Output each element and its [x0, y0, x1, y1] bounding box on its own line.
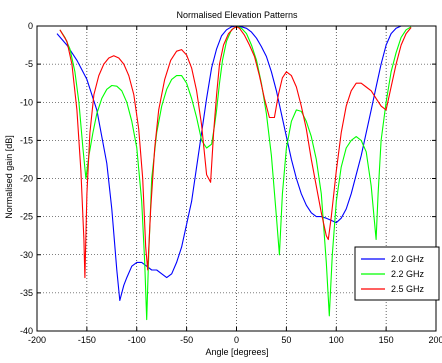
- x-tick-label: 100: [329, 335, 344, 345]
- y-tick-label: -35: [20, 288, 33, 298]
- x-tick-label: -50: [180, 335, 193, 345]
- y-tick-label: -5: [25, 59, 33, 69]
- series-line-2-0-ghz: [56, 25, 412, 302]
- x-tick-label: 200: [428, 335, 442, 345]
- y-tick-label: -40: [20, 326, 33, 336]
- y-tick-label: -20: [20, 174, 33, 184]
- series-line-2-2-ghz: [59, 25, 412, 321]
- y-tick-label: -10: [20, 97, 33, 107]
- y-tick-label: 0: [28, 21, 33, 31]
- x-axis-label: Angle [degrees]: [205, 347, 268, 357]
- plot-area: -200 -150 -100 -50 0 50 100 150 200 0 -5 -10 -15 -20 -…: [20, 21, 442, 345]
- y-tick-label: -15: [20, 135, 33, 145]
- legend-label: 2.5 GHz: [391, 284, 425, 294]
- x-tick-label: 0: [234, 335, 239, 345]
- y-tick-label: -25: [20, 212, 33, 222]
- series-lines: [56, 25, 412, 321]
- series-line-2-5-ghz: [59, 26, 412, 279]
- x-tick-label: 50: [281, 335, 291, 345]
- legend-label: 2.2 GHz: [391, 269, 425, 279]
- legend-item-2-2-ghz: 2.2 GHz: [361, 269, 425, 279]
- y-axis-label: Normalised gain [dB]: [4, 135, 14, 219]
- x-tick-label: -200: [28, 335, 46, 345]
- x-tick-label: 150: [379, 335, 394, 345]
- x-tick-label: -100: [128, 335, 146, 345]
- y-tick-label: -30: [20, 250, 33, 260]
- legend-item-2-5-ghz: 2.5 GHz: [361, 284, 425, 294]
- x-tick-label: -150: [78, 335, 96, 345]
- chart-title: Normalised Elevation Patterns: [176, 10, 298, 20]
- legend-label: 2.0 GHz: [391, 254, 425, 264]
- legend-item-2-0-ghz: 2.0 GHz: [361, 254, 425, 264]
- legend: 2.0 GHz 2.2 GHz 2.5 GHz: [354, 246, 440, 301]
- axis-ticks: -200 -150 -100 -50 0 50 100 150 200 0 -5 -10 -15 -20 -…: [20, 21, 442, 345]
